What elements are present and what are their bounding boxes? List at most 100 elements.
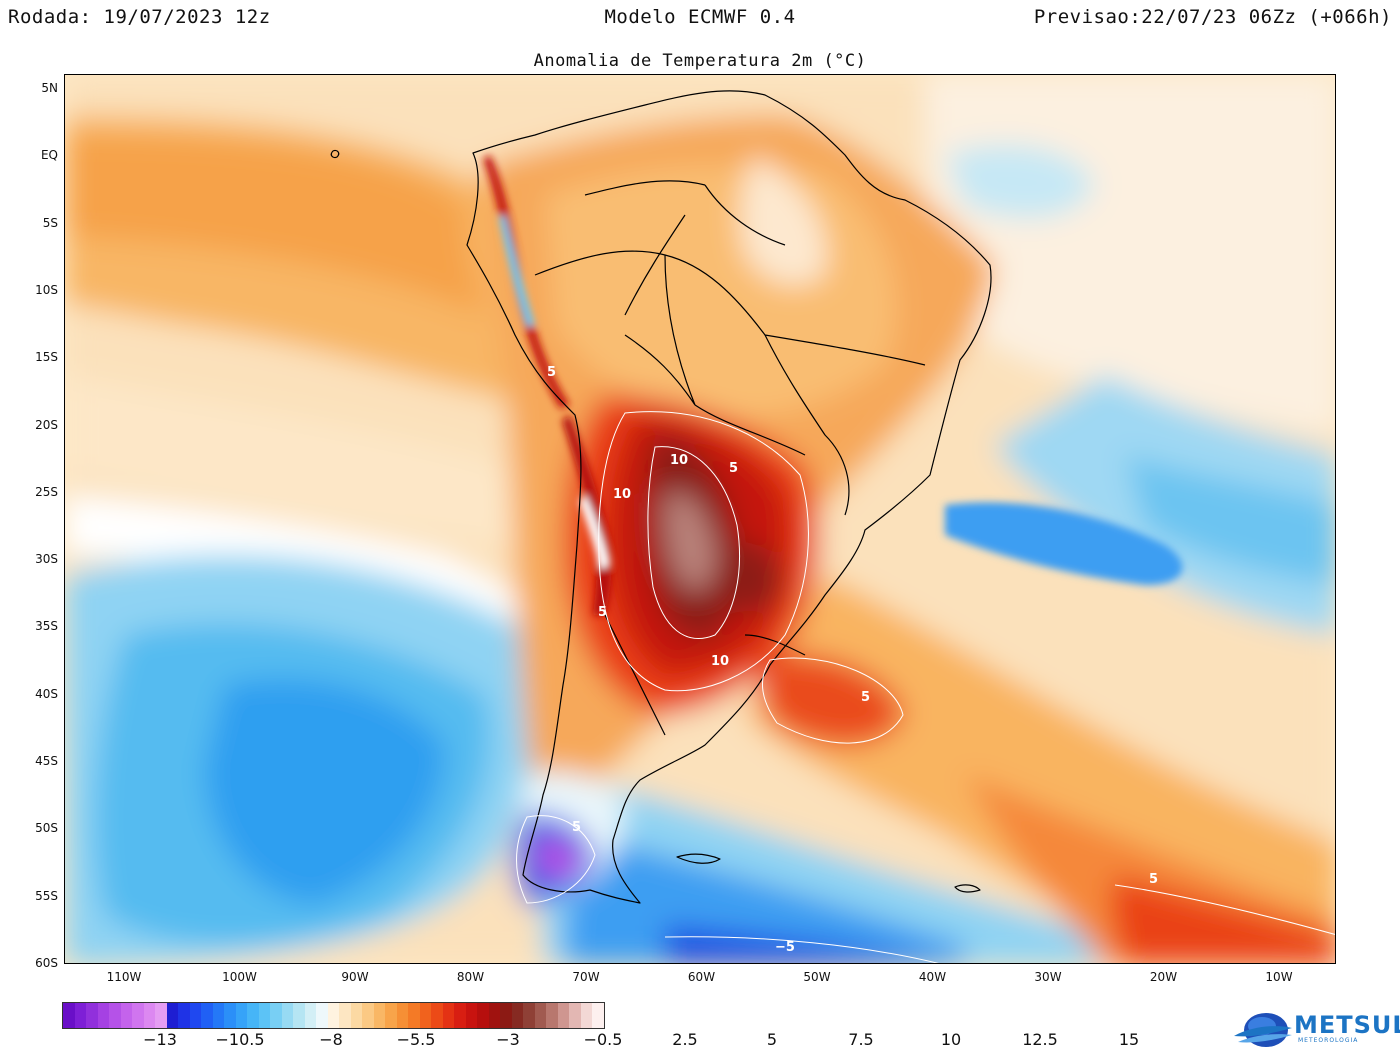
latitude-label: 20S xyxy=(35,417,58,432)
contour-5-patagonia: 5 xyxy=(572,820,581,835)
color-swatch xyxy=(166,1003,178,1028)
map-title: Anomalia de Temperatura 2m (°C) xyxy=(533,51,867,71)
latitude-label: 30S xyxy=(35,552,58,567)
latitude-label: 50S xyxy=(35,821,58,836)
color-scale-tick-label: −5.5 xyxy=(396,1030,436,1049)
color-swatch xyxy=(224,1003,236,1028)
longitude-label: 90W xyxy=(341,970,369,984)
color-scale-tick-label: 2.5 xyxy=(672,1030,698,1049)
color-swatch xyxy=(212,1003,224,1028)
color-swatch xyxy=(500,1003,512,1028)
latitude-label: 60S xyxy=(35,956,58,970)
latitude-label: 5S xyxy=(42,215,58,230)
longitude-label: 50W xyxy=(803,970,831,984)
color-swatch xyxy=(408,1003,420,1028)
contour-5-atlantic: 5 xyxy=(861,690,870,705)
color-swatch xyxy=(270,1003,282,1028)
latitude-label: EQ xyxy=(40,148,58,163)
metsul-logo: METSUL METEOROLOGIA xyxy=(1232,1008,1400,1052)
color-swatch xyxy=(74,1003,86,1028)
color-swatch xyxy=(592,1003,604,1028)
longitude-label: 100W xyxy=(222,970,257,984)
forecast-timestamp: Previsao:22/07/23 06Zz (+066h) xyxy=(1033,6,1392,28)
color-swatch xyxy=(120,1003,132,1028)
color-swatch xyxy=(350,1003,362,1028)
color-swatch xyxy=(155,1003,167,1028)
color-scale-tick-label: −8 xyxy=(319,1030,343,1049)
color-swatch xyxy=(442,1003,454,1028)
color-swatch xyxy=(258,1003,270,1028)
latitude-label: 15S xyxy=(35,350,58,365)
contour-lines xyxy=(516,411,1335,963)
color-swatch xyxy=(580,1003,592,1028)
temperature-anomaly-map[interactable]: 10 5 10 5 10 5 5 5 −5 5 xyxy=(64,74,1336,964)
latitude-label: 5N xyxy=(41,81,58,95)
longitude-label: 20W xyxy=(1149,970,1178,984)
color-swatch xyxy=(178,1003,190,1028)
color-swatch xyxy=(511,1003,523,1028)
contour-minus5-southern-ocean: −5 xyxy=(775,940,795,955)
color-swatch xyxy=(396,1003,408,1028)
color-swatch xyxy=(546,1003,558,1028)
contour-label-group: 10 5 10 5 10 5 5 5 −5 5 xyxy=(547,365,1158,955)
color-scale-tick-label: 10 xyxy=(940,1030,962,1049)
logo-subtitle: METEOROLOGIA xyxy=(1298,1037,1359,1044)
color-swatch xyxy=(63,1003,75,1028)
contour-5-brazil: 5 xyxy=(729,461,738,476)
color-scale-tick-label: 15 xyxy=(1118,1030,1140,1049)
color-swatch xyxy=(534,1003,546,1028)
color-scale-tick-label: −3 xyxy=(496,1030,520,1049)
coastlines xyxy=(330,90,992,904)
logo-wordmark: METSUL xyxy=(1294,1011,1400,1039)
color-swatch xyxy=(86,1003,98,1028)
longitude-label: 10W xyxy=(1265,970,1293,984)
longitude-label: 70W xyxy=(572,970,600,984)
color-swatch xyxy=(465,1003,477,1028)
latitude-label: 35S xyxy=(35,619,58,634)
color-scale-tick-label: 12.5 xyxy=(1022,1030,1058,1049)
color-swatch xyxy=(97,1003,109,1028)
contour-5-peru: 5 xyxy=(547,365,556,380)
latitude-label: 45S xyxy=(35,754,58,769)
color-swatch xyxy=(109,1003,121,1028)
color-swatch xyxy=(247,1003,259,1028)
color-swatch xyxy=(488,1003,500,1028)
globe-icon xyxy=(1234,1013,1292,1047)
longitude-label: 30W xyxy=(1034,970,1062,984)
anomaly-field xyxy=(65,75,1335,963)
run-timestamp: Rodada: 19/07/2023 12z xyxy=(8,6,271,28)
contour-5-cuyo: 5 xyxy=(598,605,607,620)
color-swatch xyxy=(419,1003,431,1028)
color-scale-tick-label: −0.5 xyxy=(583,1030,623,1049)
color-swatch xyxy=(293,1003,305,1028)
color-swatch xyxy=(189,1003,201,1028)
contour-10-pampas: 10 xyxy=(711,654,729,669)
color-swatch xyxy=(569,1003,581,1028)
color-swatch xyxy=(201,1003,213,1028)
color-scale-bar xyxy=(62,1002,605,1029)
contour-10-paraguay: 10 xyxy=(670,453,688,468)
longitude-label: 110W xyxy=(106,970,142,984)
color-swatch xyxy=(362,1003,374,1028)
color-swatch xyxy=(373,1003,385,1028)
color-scale-tick-label: 5 xyxy=(766,1030,778,1049)
contour-5-south-atlantic: 5 xyxy=(1149,872,1158,887)
color-scale-tick-label: −13 xyxy=(143,1030,177,1049)
color-swatch xyxy=(132,1003,144,1028)
color-swatch xyxy=(327,1003,339,1028)
latitude-label: 25S xyxy=(35,484,58,499)
longitude-label: 60W xyxy=(687,970,716,984)
color-swatch xyxy=(557,1003,569,1028)
color-swatch xyxy=(235,1003,247,1028)
color-swatch xyxy=(385,1003,397,1028)
color-scale-tick-label: 7.5 xyxy=(848,1030,874,1049)
color-swatch xyxy=(523,1003,535,1028)
color-swatch xyxy=(477,1003,489,1028)
contour-10-andes: 10 xyxy=(613,487,631,502)
color-swatch xyxy=(304,1003,316,1028)
model-name: Modelo ECMWF 0.4 xyxy=(604,6,796,28)
longitude-label: 40W xyxy=(918,970,947,984)
map-canvas: 10 5 10 5 10 5 5 5 −5 5 xyxy=(65,75,1335,963)
color-swatch xyxy=(339,1003,351,1028)
latitude-label: 55S xyxy=(35,888,58,903)
